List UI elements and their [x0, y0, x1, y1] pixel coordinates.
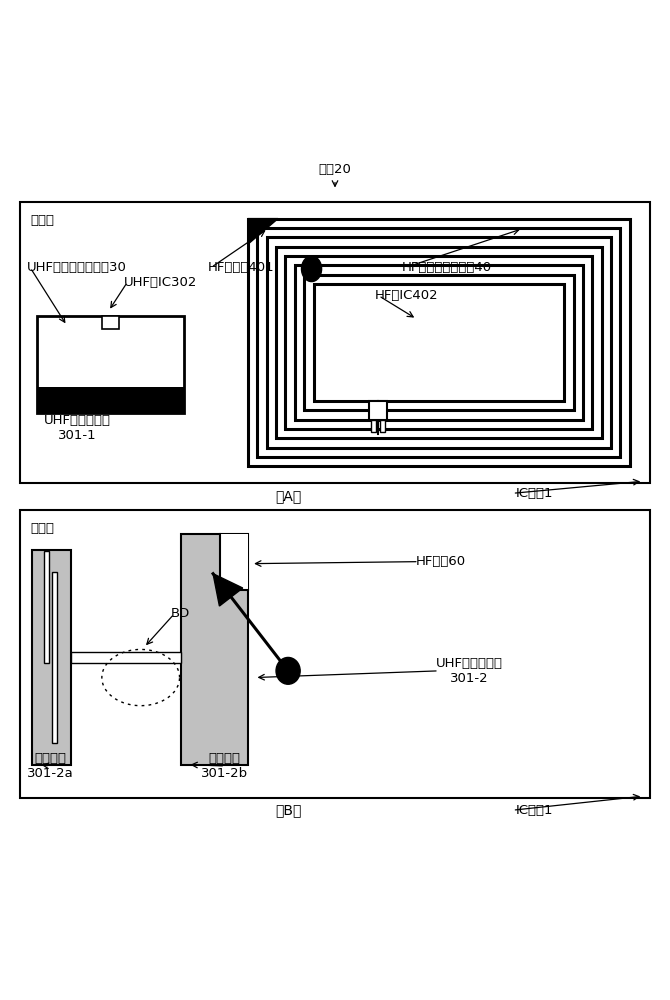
- Text: 第一面: 第一面: [30, 214, 54, 227]
- Bar: [37, 387, 184, 413]
- Text: UHF用偶极天线
301-2: UHF用偶极天线 301-2: [436, 657, 502, 685]
- Text: HF用天线401: HF用天线401: [208, 261, 274, 274]
- Bar: [20, 202, 650, 483]
- Text: UHF用非接触通信郥30: UHF用非接触通信郥30: [27, 261, 127, 274]
- Text: 基材20: 基材20: [318, 163, 352, 176]
- Text: 第一元件
301-2a: 第一元件 301-2a: [27, 752, 74, 780]
- Polygon shape: [248, 219, 278, 244]
- Bar: [369, 401, 387, 420]
- Text: IC标签1: IC标签1: [516, 804, 553, 817]
- Text: HF用IC402: HF用IC402: [375, 289, 439, 302]
- Bar: [267, 237, 611, 448]
- Text: （B）: （B）: [275, 803, 302, 817]
- Text: UHF用IC302: UHF用IC302: [124, 276, 198, 289]
- Text: HF跳线60: HF跳线60: [415, 555, 466, 568]
- Bar: [52, 572, 57, 743]
- Bar: [44, 551, 49, 663]
- Bar: [220, 534, 248, 590]
- Bar: [295, 265, 583, 420]
- Bar: [314, 284, 564, 401]
- Text: 第二元件
301-2b: 第二元件 301-2b: [201, 752, 248, 780]
- Bar: [276, 247, 602, 438]
- Bar: [71, 652, 181, 663]
- Text: IC标签1: IC标签1: [516, 487, 553, 500]
- Bar: [380, 420, 385, 432]
- Bar: [257, 228, 620, 457]
- Bar: [32, 550, 71, 765]
- Bar: [20, 510, 650, 798]
- Bar: [371, 420, 376, 432]
- Bar: [285, 256, 592, 429]
- Text: （A）: （A）: [275, 489, 302, 503]
- Ellipse shape: [302, 256, 322, 282]
- Bar: [304, 275, 574, 410]
- Text: UHF用环形天线
301-1: UHF用环形天线 301-1: [44, 414, 111, 442]
- Polygon shape: [213, 574, 243, 606]
- Bar: [248, 219, 630, 466]
- Text: BD: BD: [171, 607, 190, 620]
- Bar: [181, 534, 248, 765]
- Bar: [102, 316, 119, 329]
- Text: 第二面: 第二面: [30, 522, 54, 535]
- Text: HF用非接触通信郥40: HF用非接触通信郥40: [402, 261, 492, 274]
- Ellipse shape: [276, 657, 300, 684]
- Bar: [37, 316, 184, 413]
